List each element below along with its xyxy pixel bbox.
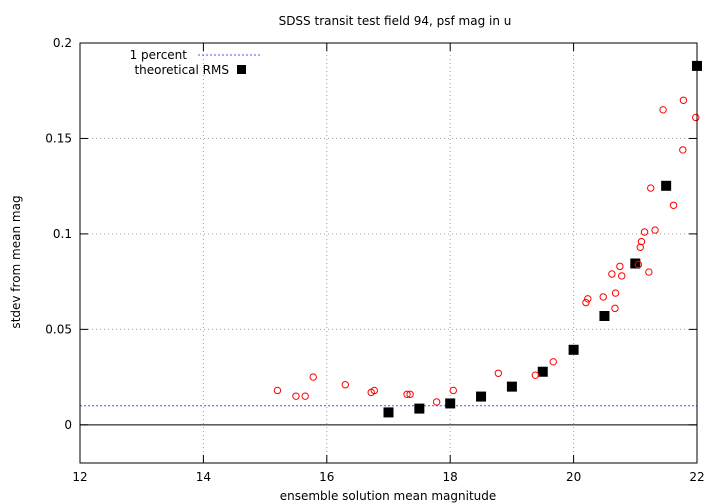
y-tick-label: 0 <box>64 418 72 432</box>
measured-stdev-point <box>608 270 616 278</box>
y-tick-label: 0.1 <box>53 227 72 241</box>
measured-stdev-point <box>611 289 620 297</box>
theoretical-rms-point <box>383 407 394 418</box>
legend: 1 percent theoretical RMS <box>130 48 260 77</box>
measured-stdev-point <box>599 293 607 301</box>
measured-stdev-point <box>406 390 414 398</box>
theoretical-rms-point <box>445 398 456 409</box>
measured-stdev-point <box>692 113 700 122</box>
x-tick-label: 14 <box>196 470 211 484</box>
y-tick-label: 0.2 <box>53 36 72 50</box>
plot-frame <box>79 42 698 464</box>
x-axis-label: ensemble solution mean magnitude <box>280 489 497 503</box>
theoretical-rms-point <box>568 344 579 355</box>
theoretical-rms-point <box>599 311 610 321</box>
measured-stdev-point <box>640 228 649 236</box>
measured-stdev-point <box>403 390 411 398</box>
theoretical-rms-point <box>661 180 672 191</box>
y-axis-label: stdev from mean mag <box>9 195 23 328</box>
legend-label-theoretical: theoretical RMS <box>134 63 229 77</box>
axis-ticks: 12 14 16 18 20 22 0 0.05 0.1 0.15 0.2 <box>45 36 704 484</box>
x-tick-label: 12 <box>72 470 87 484</box>
measured-stdev-point <box>616 262 624 271</box>
measured-stdev-point <box>679 146 687 154</box>
measured-stdev-point <box>432 398 441 406</box>
theoretical-rms-point <box>414 403 425 414</box>
measured-stdev-point <box>309 373 317 381</box>
reference-line-group <box>80 405 697 426</box>
x-tick-label: 22 <box>689 470 704 484</box>
x-tick-label: 18 <box>443 470 458 484</box>
y-tick-label: 0.05 <box>45 322 72 336</box>
y-tick-label: 0.15 <box>45 131 72 145</box>
chart-title: SDSS transit test field 94, psf mag in u <box>279 14 512 28</box>
measured-stdev-point <box>549 358 557 366</box>
measured-stdev-point <box>292 392 300 400</box>
measured-stdev-point <box>370 386 379 395</box>
measured-stdev-point <box>659 106 667 114</box>
x-tick-label: 20 <box>566 470 581 484</box>
x-tick-label: 16 <box>319 470 334 484</box>
measured-stdev-point <box>679 96 688 104</box>
theoretical-rms-point <box>506 381 517 392</box>
measured-stdev-point <box>449 386 457 395</box>
measured-stdev-point <box>637 237 646 246</box>
legend-swatch-theoretical <box>237 65 246 74</box>
measured-stdev-point <box>531 371 540 379</box>
measured-stdev-point <box>611 304 619 313</box>
measured-stdev-point <box>494 369 503 377</box>
measured-stdev-point <box>645 268 653 276</box>
measured-stdev-point <box>341 381 350 389</box>
measured-stdev-point <box>618 272 626 280</box>
measured-stdev-point <box>651 226 659 234</box>
measured-stdev-point <box>273 386 282 395</box>
measured-stdev-point <box>584 295 592 303</box>
measured-stdev-point <box>582 298 590 307</box>
legend-label-reference: 1 percent <box>130 48 188 62</box>
measured-stdev-point <box>647 184 655 192</box>
measured-stdev-point <box>634 260 643 269</box>
theoretical-rms-point <box>476 391 487 402</box>
measured-stdev-point <box>301 392 309 400</box>
measured-stdev-point <box>669 201 678 209</box>
theoretical-rms-point <box>537 366 548 377</box>
